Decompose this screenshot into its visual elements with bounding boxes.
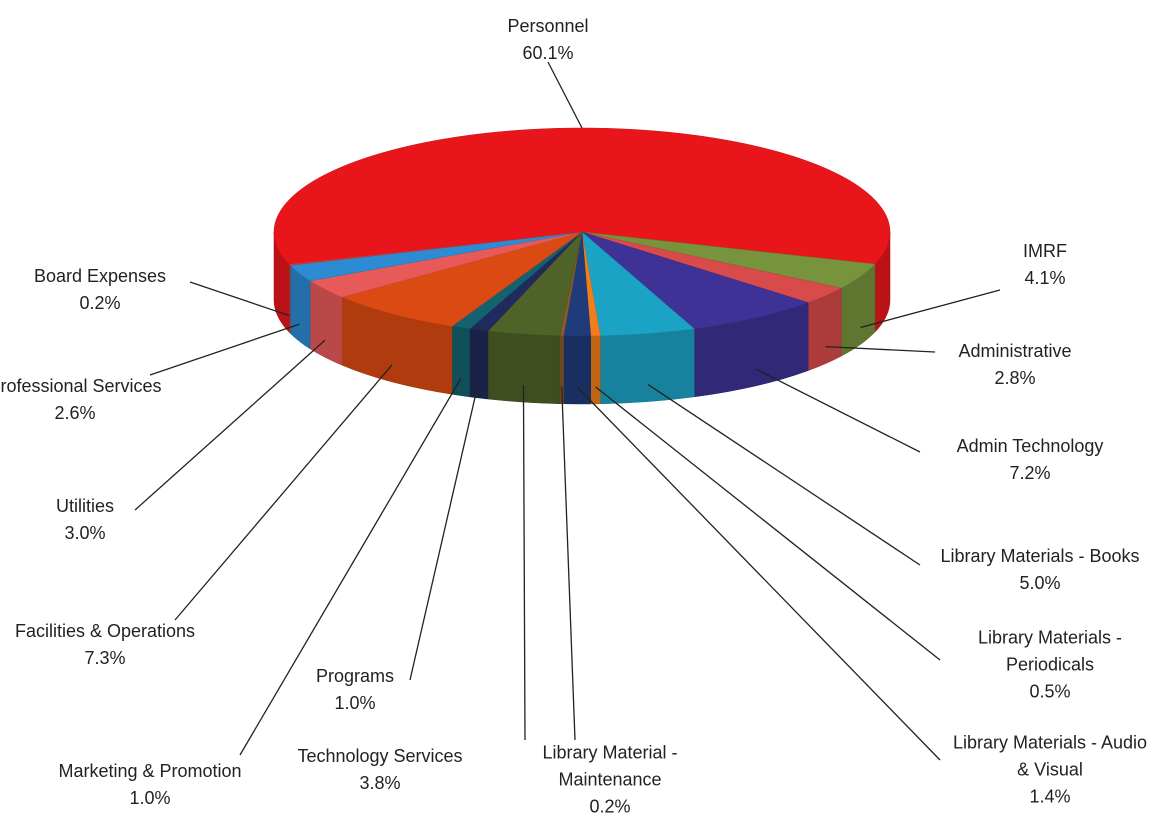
pie-side (288, 263, 291, 334)
leader-line (189, 281, 290, 317)
pie-slice (288, 231, 583, 266)
leader-line (860, 289, 1001, 329)
leader-line (174, 364, 393, 621)
data-label: Personnel 60.1% (443, 13, 653, 67)
leader-line (576, 386, 941, 761)
leader-line (561, 386, 576, 741)
category-label: Admin Technology (956, 436, 1104, 456)
category-label: Board Expenses (33, 266, 167, 286)
category-label: Administrative (958, 341, 1072, 361)
leader-line (239, 378, 462, 756)
value-label: 1.0% (129, 788, 171, 808)
category-label: Library Materials - Periodicals (977, 627, 1123, 675)
data-label: Facilities & Operations 7.3% (0, 618, 210, 672)
pie-slice (581, 231, 809, 330)
leader-line (547, 61, 583, 129)
data-label: Library Materials - Books 5.0% (935, 543, 1145, 597)
category-label: Facilities & Operations (14, 621, 196, 641)
leader-line (134, 339, 326, 511)
category-label: Professional Services (0, 376, 162, 396)
category-label: Library Materials - Audio & Visual (952, 732, 1148, 780)
value-label: 7.2% (1009, 463, 1051, 483)
value-label: 2.6% (54, 403, 96, 423)
data-label: IMRF 4.1% (940, 238, 1150, 292)
data-label: Marketing & Promotion 1.0% (45, 758, 255, 812)
pie-tops (273, 127, 891, 337)
pie-sides (273, 231, 891, 405)
pie-side (600, 328, 695, 405)
value-label: 5.0% (1019, 573, 1061, 593)
value-label: 2.8% (994, 368, 1036, 388)
value-label: 0.2% (79, 293, 121, 313)
value-label: 7.3% (84, 648, 126, 668)
value-label: 60.1% (522, 43, 574, 63)
pie-side (451, 325, 470, 398)
data-label: Library Material - Maintenance 0.2% (505, 740, 715, 821)
value-label: 1.4% (1029, 786, 1071, 807)
data-label: Library Materials - Audio & Visual 1.4% (945, 730, 1155, 811)
pie-side (590, 335, 601, 405)
leader-line (149, 323, 300, 376)
category-label: Library Materials - Books (940, 546, 1140, 566)
data-label: Technology Services 3.8% (275, 743, 485, 797)
value-label: 3.0% (64, 523, 106, 543)
category-label: Marketing & Promotion (58, 761, 242, 781)
category-label: Personnel (507, 16, 589, 36)
data-label: Administrative 2.8% (910, 338, 1120, 392)
value-label: 0.5% (1029, 681, 1071, 702)
value-label: 3.8% (359, 773, 401, 793)
category-label: Library Material - Maintenance (542, 742, 678, 790)
leader-line (755, 368, 921, 453)
pie-slice (341, 231, 583, 327)
leader-line (409, 380, 480, 681)
category-label: Programs (315, 666, 395, 686)
data-label: Programs 1.0% (250, 663, 460, 717)
data-label: Library Materials - Periodicals 0.5% (945, 625, 1155, 706)
value-label: 4.1% (1024, 268, 1066, 288)
leader-line (595, 386, 941, 661)
leader-line (522, 385, 526, 741)
data-label: Admin Technology 7.2% (925, 433, 1135, 487)
pie-slice (273, 127, 891, 265)
leader-line (647, 384, 921, 566)
category-label: Technology Services (297, 746, 463, 766)
value-label: 1.0% (334, 693, 376, 713)
category-label: IMRF (1023, 241, 1067, 261)
data-label: Board Expenses 0.2% (0, 263, 205, 317)
category-label: Utilities (55, 496, 114, 516)
data-label: Utilities 3.0% (0, 493, 190, 547)
leader-line (825, 345, 936, 353)
data-label: Professional Services 2.6% (0, 373, 180, 427)
pie-side (469, 328, 489, 400)
value-label: 0.2% (589, 796, 631, 817)
pie-side (563, 335, 591, 405)
